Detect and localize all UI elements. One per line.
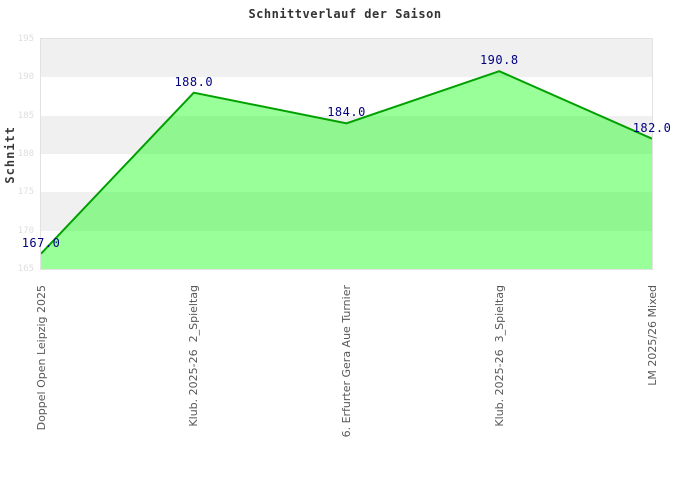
y-tick-label: 165	[17, 264, 34, 274]
grid-band	[41, 154, 652, 193]
value-label: 184.0	[327, 105, 366, 120]
y-tick-label: 170	[17, 225, 34, 236]
x-category-label: Klub. 2025-26 3_Spieltag	[492, 285, 506, 427]
plot-area	[40, 38, 653, 270]
x-category-label: Klub. 2025-26 2_Spieltag	[187, 285, 201, 427]
x-category-label: 6. Erfurter Gera Aue Turnier	[340, 285, 353, 438]
series-line	[41, 70, 652, 255]
y-tick-label: 190	[17, 72, 34, 83]
grid-band	[41, 39, 652, 78]
value-label: 188.0	[174, 74, 214, 89]
area-chart-svg	[41, 70, 652, 269]
y-tick-label: 195	[17, 34, 34, 44]
y-tick-label: 180	[17, 149, 34, 159]
value-label: 190.8	[479, 53, 519, 68]
y-tick-label: 185	[17, 110, 34, 121]
x-category-label: LM 2025/26 Mixed	[645, 285, 659, 386]
x-category-label: Doppel Open Leipzig 2025	[34, 285, 48, 431]
chart-title: Schnittverlauf der Saison	[248, 7, 442, 21]
value-label: 182.0	[632, 120, 672, 135]
y-tick-label: 175	[17, 187, 34, 198]
area-fill	[41, 71, 652, 269]
value-label: 167.0	[21, 235, 61, 250]
grid-band	[41, 230, 652, 269]
grid-band	[41, 77, 652, 116]
grid-band	[41, 192, 652, 231]
